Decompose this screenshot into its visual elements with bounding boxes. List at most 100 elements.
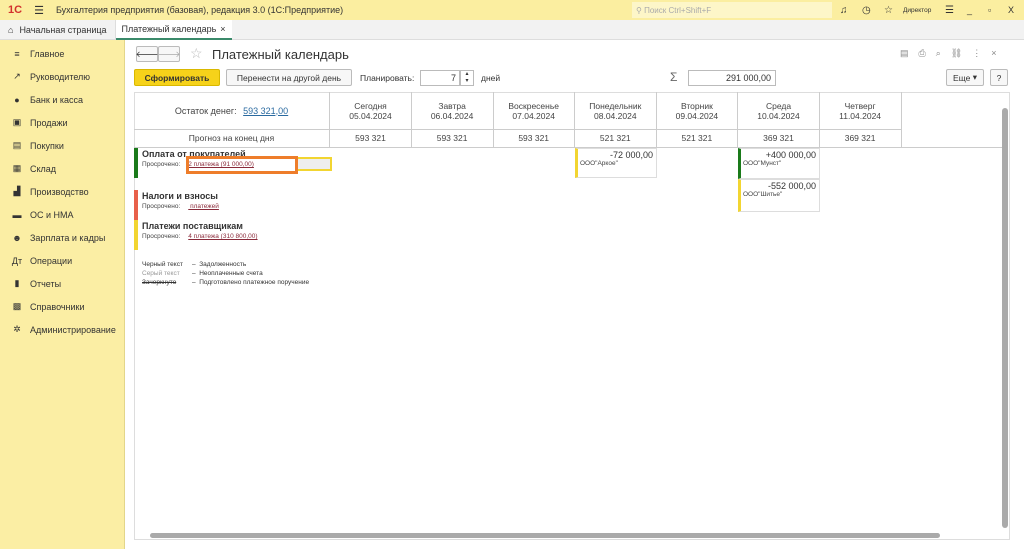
day-forecast: 593 321 <box>330 130 412 148</box>
section-icon: ▩ <box>12 301 22 311</box>
save-icon[interactable]: ▤ <box>900 48 909 58</box>
tab-label: Платежный календарь <box>121 23 217 34</box>
header-balance: Остаток денег: 593 321,00 <box>134 92 330 130</box>
sidebar-item[interactable]: ▣ Продажи <box>0 111 124 134</box>
day-date: 05.04.2024 <box>349 111 392 121</box>
sidebar-item-label: Покупки <box>30 140 64 151</box>
favorite-star-icon[interactable]: ☆ <box>190 45 203 61</box>
tab-label: Начальная страница <box>19 24 107 35</box>
legend-key: Черный текст <box>142 261 183 268</box>
balance-link[interactable]: 593 321,00 <box>243 105 289 116</box>
minimize-icon[interactable]: _ <box>967 5 973 15</box>
overdue-link[interactable]: 4 платежа (310 800,00) <box>188 233 258 240</box>
sidebar-item[interactable]: ▩ Справочники <box>0 295 124 318</box>
day-date: 09.04.2024 <box>675 111 719 121</box>
section-title: Платежи поставщикам <box>142 221 243 231</box>
sidebar-item[interactable]: ▬ ОС и НМА <box>0 203 124 226</box>
vertical-scrollbar[interactable] <box>1002 108 1008 528</box>
payment-card[interactable]: -72 000,00 ООО"Аркое" <box>575 148 657 178</box>
sidebar-item-label: Зарплата и кадры <box>30 232 106 243</box>
sidebar: ≡ Главное ↗ Руководителю ● Банк и касса ▣ Прода… <box>0 40 125 549</box>
overdue-link[interactable]: 2 платежа (91 000,00) <box>188 161 254 168</box>
back-button[interactable]: 🡐 <box>136 46 158 62</box>
day-forecast: 593 321 <box>411 130 494 148</box>
section-icon: Дт <box>11 255 23 266</box>
plan-days-stepper[interactable]: ▴ ▾ <box>460 70 474 86</box>
preview-icon[interactable]: ⌕ <box>935 48 941 58</box>
sidebar-item[interactable]: ● Банк и касса <box>0 88 124 111</box>
day-column-header: Завтра 06.04.2024 <box>411 92 494 130</box>
day-name: Завтра <box>438 101 466 111</box>
horizontal-scrollbar[interactable] <box>150 533 940 538</box>
section-color-bar <box>134 190 138 220</box>
settings-menu-icon[interactable]: ☰ <box>945 4 954 16</box>
overdue-highlight-box <box>186 156 298 174</box>
day-column-header: Среда 10.04.2024 <box>738 92 820 130</box>
sidebar-item[interactable]: ≡ Главное <box>0 42 124 65</box>
move-to-another-day-button[interactable]: Перенести на другой день <box>226 69 352 86</box>
section-title: Налоги и взносы <box>142 191 218 201</box>
tab-home[interactable]: ⌂ Начальная страница <box>0 19 116 40</box>
overdue-link[interactable]: платежей <box>188 203 219 210</box>
bell-icon[interactable]: ♫ <box>840 4 848 16</box>
payment-card[interactable]: +400 000,00 ООО"Мунст" <box>738 148 820 179</box>
section-icon: ▟ <box>13 186 21 196</box>
print-icon[interactable]: ⎙ <box>918 48 926 58</box>
close-form-icon[interactable]: × <box>991 48 997 58</box>
more-actions-icon[interactable]: ⋮ <box>972 48 982 58</box>
sidebar-item-label: Отчеты <box>30 278 62 289</box>
day-forecast: 521 321 <box>656 130 739 148</box>
title-bar: 1С ☰ Бухгалтерия предприятия (базовая), … <box>0 0 1024 20</box>
section-icon: ▮ <box>14 278 20 288</box>
legend-item: Серый текст – Неоплаченные счета <box>142 270 263 277</box>
sidebar-item[interactable]: ↗ Руководителю <box>0 65 124 88</box>
main-menu-icon[interactable]: ☰ <box>34 4 44 17</box>
day-date: 08.04.2024 <box>594 111 637 121</box>
sidebar-item[interactable]: ☻ Зарплата и кадры <box>0 226 124 249</box>
close-icon[interactable]: X <box>1008 5 1015 15</box>
history-icon[interactable]: ◷ <box>862 4 871 16</box>
sidebar-item[interactable]: ▮ Отчеты <box>0 272 124 295</box>
plan-days-input[interactable]: 7 <box>420 70 460 86</box>
payment-card[interactable]: -552 000,00 ООО"Шитье" <box>738 179 820 212</box>
tab-bar: ⌂ Начальная страница Платежный календарь… <box>0 19 1024 40</box>
section-icon: ↗ <box>13 71 21 81</box>
overdue-label: Просрочено: <box>142 161 181 168</box>
sidebar-item-label: ОС и НМА <box>30 209 74 220</box>
sidebar-item-label: Администрирование <box>30 324 116 335</box>
day-name: Вторник <box>680 101 713 111</box>
day-name: Сегодня <box>354 101 387 111</box>
overdue-row: Просрочено: 2 платежа (91 000,00) <box>142 161 254 168</box>
forward-button[interactable]: 🡒 <box>158 46 180 62</box>
app-title: Бухгалтерия предприятия (базовая), редак… <box>55 5 344 15</box>
sidebar-item[interactable]: ▦ Склад <box>0 157 124 180</box>
section-icon: ✲ <box>13 324 21 334</box>
maximize-icon[interactable]: ▫ <box>988 5 992 15</box>
sidebar-item[interactable]: ✲ Администрирование <box>0 318 124 341</box>
user-name[interactable]: Директор <box>903 6 932 14</box>
more-button[interactable]: Еще ▾ <box>946 69 984 86</box>
section-icon: ▣ <box>12 117 22 127</box>
generate-button[interactable]: Сформировать <box>134 69 220 86</box>
help-button[interactable]: ? <box>990 69 1008 86</box>
link-icon[interactable]: ⛓ <box>950 48 963 58</box>
star-icon[interactable]: ☆ <box>884 4 893 16</box>
sidebar-item[interactable]: ▤ Покупки <box>0 134 124 157</box>
sidebar-item[interactable]: ▟ Производство <box>0 180 124 203</box>
day-column-header: Понедельник 08.04.2024 <box>574 92 657 130</box>
day-forecast: 521 321 <box>574 130 657 148</box>
day-column-header: Четверг 11.04.2024 <box>819 92 902 130</box>
sidebar-item-label: Производство <box>30 186 89 197</box>
day-column-header: Вторник 09.04.2024 <box>656 92 739 130</box>
tab-payment-calendar[interactable]: Платежный календарь × <box>115 19 232 40</box>
search-input[interactable]: ⚲ Поиск Ctrl+Shift+F <box>632 2 832 18</box>
day-forecast: 593 321 <box>493 130 576 148</box>
sidebar-item-label: Главное <box>30 48 65 59</box>
overdue-label: Просрочено: <box>142 233 181 240</box>
overdue-label: Просрочено: <box>142 203 181 210</box>
day-date: 07.04.2024 <box>512 111 555 121</box>
sidebar-item[interactable]: Дт Операции <box>0 249 124 272</box>
tab-close-icon[interactable]: × <box>220 23 226 34</box>
section-title: Оплата от покупателей <box>142 149 246 159</box>
overdue-row: Просрочено: платежей <box>142 203 219 210</box>
